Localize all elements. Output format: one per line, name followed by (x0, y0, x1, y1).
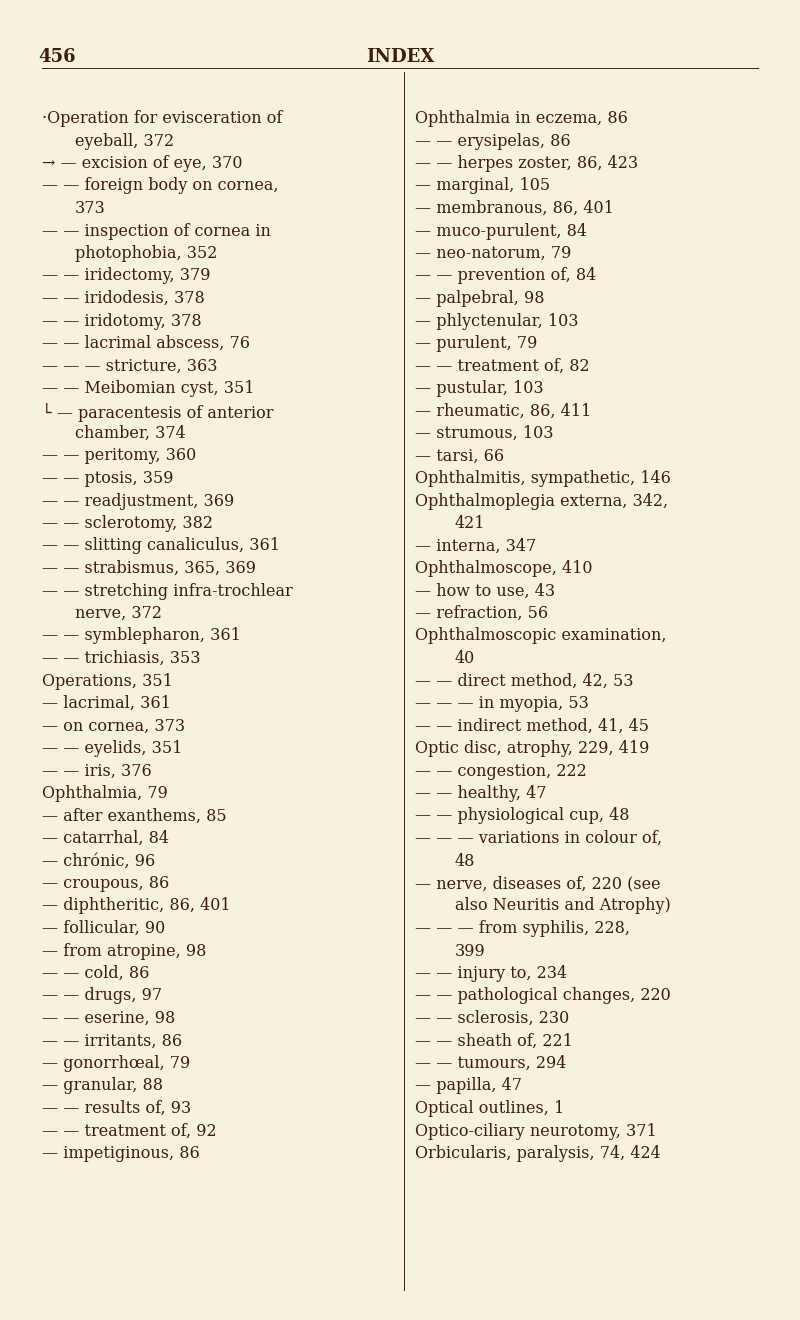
Text: — catarrhal, 84: — catarrhal, 84 (42, 830, 169, 847)
Text: — — iridectomy, 379: — — iridectomy, 379 (42, 268, 210, 285)
Text: └ — paracentesis of anterior: └ — paracentesis of anterior (42, 403, 274, 421)
Text: — — inspection of cornea in: — — inspection of cornea in (42, 223, 271, 239)
Text: — impetiginous, 86: — impetiginous, 86 (42, 1144, 200, 1162)
Text: 40: 40 (455, 649, 475, 667)
Text: — pustular, 103: — pustular, 103 (415, 380, 544, 397)
Text: — tarsi, 66: — tarsi, 66 (415, 447, 504, 465)
Text: — — iridodesis, 378: — — iridodesis, 378 (42, 290, 205, 308)
Text: — — treatment of, 92: — — treatment of, 92 (42, 1122, 217, 1139)
Text: — — irritants, 86: — — irritants, 86 (42, 1032, 182, 1049)
Text: — gonorrhœal, 79: — gonorrhœal, 79 (42, 1055, 190, 1072)
Text: — — cold, 86: — — cold, 86 (42, 965, 150, 982)
Text: Ophthalmitis, sympathetic, 146: Ophthalmitis, sympathetic, 146 (415, 470, 671, 487)
Text: — — direct method, 42, 53: — — direct method, 42, 53 (415, 672, 634, 689)
Text: — — symblepharon, 361: — — symblepharon, 361 (42, 627, 241, 644)
Text: — — physiological cup, 48: — — physiological cup, 48 (415, 808, 630, 825)
Text: 373: 373 (75, 201, 106, 216)
Text: — marginal, 105: — marginal, 105 (415, 177, 550, 194)
Text: — neo-natorum, 79: — neo-natorum, 79 (415, 246, 571, 261)
Text: — — erysipelas, 86: — — erysipelas, 86 (415, 132, 570, 149)
Text: — interna, 347: — interna, 347 (415, 537, 536, 554)
Text: — — tumours, 294: — — tumours, 294 (415, 1055, 566, 1072)
Text: — croupous, 86: — croupous, 86 (42, 875, 170, 892)
Text: Ophthalmia in eczema, 86: Ophthalmia in eczema, 86 (415, 110, 628, 127)
Text: — — sclerosis, 230: — — sclerosis, 230 (415, 1010, 570, 1027)
Text: — lacrimal, 361: — lacrimal, 361 (42, 696, 171, 711)
Text: — — sheath of, 221: — — sheath of, 221 (415, 1032, 573, 1049)
Text: Ophthalmoplegia externa, 342,: Ophthalmoplegia externa, 342, (415, 492, 668, 510)
Text: Optical outlines, 1: Optical outlines, 1 (415, 1100, 564, 1117)
Text: also Neuritis and Atrophy): also Neuritis and Atrophy) (455, 898, 670, 915)
Text: — nerve, diseases of, 220 (see: — nerve, diseases of, 220 (see (415, 875, 661, 892)
Text: photophobia, 352: photophobia, 352 (75, 246, 218, 261)
Text: — strumous, 103: — strumous, 103 (415, 425, 554, 442)
Text: — follicular, 90: — follicular, 90 (42, 920, 166, 937)
Text: — after exanthems, 85: — after exanthems, 85 (42, 808, 226, 825)
Text: Ophthalmia, 79: Ophthalmia, 79 (42, 785, 168, 803)
Text: — refraction, 56: — refraction, 56 (415, 605, 548, 622)
Text: — palpebral, 98: — palpebral, 98 (415, 290, 545, 308)
Text: — — — from syphilis, 228,: — — — from syphilis, 228, (415, 920, 630, 937)
Text: INDEX: INDEX (366, 48, 434, 66)
Text: — — strabismus, 365, 369: — — strabismus, 365, 369 (42, 560, 256, 577)
Text: — how to use, 43: — how to use, 43 (415, 582, 555, 599)
Text: 421: 421 (455, 515, 486, 532)
Text: — membranous, 86, 401: — membranous, 86, 401 (415, 201, 614, 216)
Text: — from atropine, 98: — from atropine, 98 (42, 942, 206, 960)
Text: — — iridotomy, 378: — — iridotomy, 378 (42, 313, 202, 330)
Text: — — congestion, 222: — — congestion, 222 (415, 763, 586, 780)
Text: — — eserine, 98: — — eserine, 98 (42, 1010, 175, 1027)
Text: — papilla, 47: — papilla, 47 (415, 1077, 522, 1094)
Text: — — iris, 376: — — iris, 376 (42, 763, 152, 780)
Text: — — readjustment, 369: — — readjustment, 369 (42, 492, 234, 510)
Text: — muco-purulent, 84: — muco-purulent, 84 (415, 223, 587, 239)
Text: — chrónic, 96: — chrónic, 96 (42, 853, 155, 870)
Text: Ophthalmoscopic examination,: Ophthalmoscopic examination, (415, 627, 666, 644)
Text: — granular, 88: — granular, 88 (42, 1077, 163, 1094)
Text: Operations, 351: Operations, 351 (42, 672, 173, 689)
Text: — — ptosis, 359: — — ptosis, 359 (42, 470, 174, 487)
Text: nerve, 372: nerve, 372 (75, 605, 162, 622)
Text: — — prevention of, 84: — — prevention of, 84 (415, 268, 596, 285)
Text: — purulent, 79: — purulent, 79 (415, 335, 538, 352)
Text: — — — variations in colour of,: — — — variations in colour of, (415, 830, 662, 847)
Text: — — peritomy, 360: — — peritomy, 360 (42, 447, 196, 465)
Text: — — injury to, 234: — — injury to, 234 (415, 965, 567, 982)
Text: — phlyctenular, 103: — phlyctenular, 103 (415, 313, 578, 330)
Text: eyeball, 372: eyeball, 372 (75, 132, 174, 149)
Text: — rheumatic, 86, 411: — rheumatic, 86, 411 (415, 403, 591, 420)
Text: — — Meibomian cyst, 351: — — Meibomian cyst, 351 (42, 380, 254, 397)
Text: 399: 399 (455, 942, 486, 960)
Text: Optico-ciliary neurotomy, 371: Optico-ciliary neurotomy, 371 (415, 1122, 657, 1139)
Text: — — drugs, 97: — — drugs, 97 (42, 987, 162, 1005)
Text: — — healthy, 47: — — healthy, 47 (415, 785, 546, 803)
Text: — — results of, 93: — — results of, 93 (42, 1100, 191, 1117)
Text: — — eyelids, 351: — — eyelids, 351 (42, 741, 182, 756)
Text: Optic disc, atrophy, 229, 419: Optic disc, atrophy, 229, 419 (415, 741, 650, 756)
Text: Orbicularis, paralysis, 74, 424: Orbicularis, paralysis, 74, 424 (415, 1144, 661, 1162)
Text: — — — stricture, 363: — — — stricture, 363 (42, 358, 218, 375)
Text: ·Operation for evisceration of: ·Operation for evisceration of (42, 110, 282, 127)
Text: — — foreign body on cornea,: — — foreign body on cornea, (42, 177, 278, 194)
Text: — — herpes zoster, 86, 423: — — herpes zoster, 86, 423 (415, 154, 638, 172)
Text: — — lacrimal abscess, 76: — — lacrimal abscess, 76 (42, 335, 250, 352)
Text: — diphtheritic, 86, 401: — diphtheritic, 86, 401 (42, 898, 230, 915)
Text: — — stretching infra-trochlear: — — stretching infra-trochlear (42, 582, 293, 599)
Text: Ophthalmoscope, 410: Ophthalmoscope, 410 (415, 560, 593, 577)
Text: 48: 48 (455, 853, 475, 870)
Text: — on cornea, 373: — on cornea, 373 (42, 718, 185, 734)
Text: — — slitting canaliculus, 361: — — slitting canaliculus, 361 (42, 537, 280, 554)
Text: — — pathological changes, 220: — — pathological changes, 220 (415, 987, 670, 1005)
Text: — — sclerotomy, 382: — — sclerotomy, 382 (42, 515, 213, 532)
Text: — — indirect method, 41, 45: — — indirect method, 41, 45 (415, 718, 649, 734)
Text: — — — in myopia, 53: — — — in myopia, 53 (415, 696, 589, 711)
Text: chamber, 374: chamber, 374 (75, 425, 186, 442)
Text: → — excision of eye, 370: → — excision of eye, 370 (42, 154, 242, 172)
Text: — — trichiasis, 353: — — trichiasis, 353 (42, 649, 201, 667)
Text: 456: 456 (38, 48, 76, 66)
Text: — — treatment of, 82: — — treatment of, 82 (415, 358, 590, 375)
